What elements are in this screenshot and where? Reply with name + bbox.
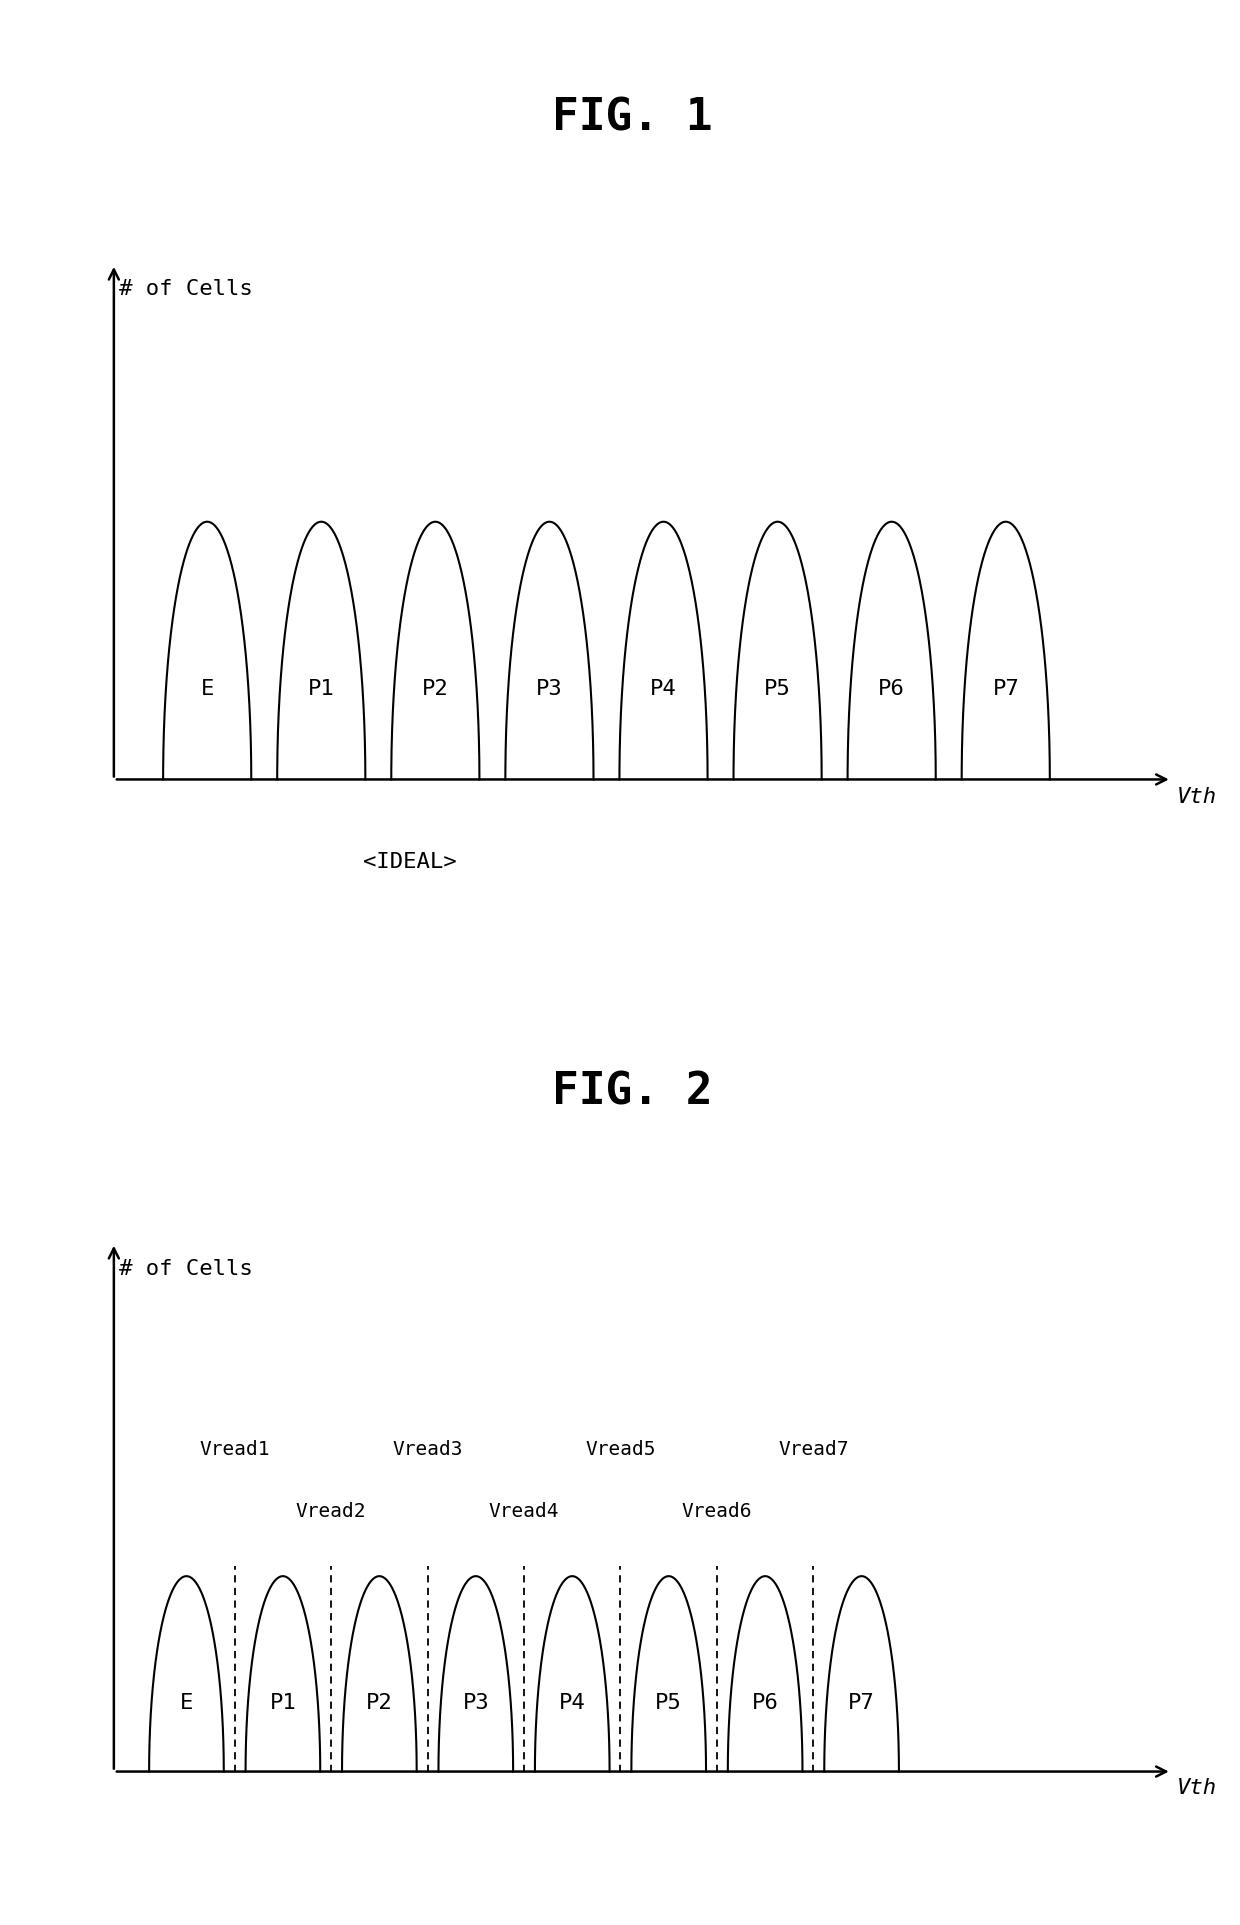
Text: Vread3: Vread3 (392, 1440, 463, 1459)
Text: P6: P6 (878, 680, 905, 699)
Text: FIG. 1: FIG. 1 (552, 96, 713, 139)
Text: E: E (180, 1694, 193, 1713)
Text: Vread7: Vread7 (779, 1440, 848, 1459)
Text: P7: P7 (848, 1694, 875, 1713)
Text: P7: P7 (992, 680, 1019, 699)
Text: Vth: Vth (1177, 787, 1216, 807)
Text: P5: P5 (764, 680, 791, 699)
Text: FIG. 2: FIG. 2 (552, 1070, 713, 1113)
Text: P4: P4 (650, 680, 677, 699)
Text: P3: P3 (536, 680, 563, 699)
Text: P5: P5 (655, 1694, 682, 1713)
Text: Vread2: Vread2 (296, 1502, 366, 1521)
Text: # of Cells: # of Cells (119, 1259, 253, 1278)
Text: P1: P1 (308, 680, 335, 699)
Text: P6: P6 (751, 1694, 779, 1713)
Text: <IDEAL>: <IDEAL> (362, 853, 456, 872)
Text: # of Cells: # of Cells (119, 279, 253, 300)
Text: Vread6: Vread6 (682, 1502, 753, 1521)
Text: Vread4: Vread4 (489, 1502, 559, 1521)
Text: P2: P2 (422, 680, 449, 699)
Text: P2: P2 (366, 1694, 393, 1713)
Text: P1: P1 (269, 1694, 296, 1713)
Text: P3: P3 (463, 1694, 489, 1713)
Text: P4: P4 (559, 1694, 585, 1713)
Text: E: E (201, 680, 213, 699)
Text: Vth: Vth (1177, 1777, 1216, 1798)
Text: Vread5: Vread5 (585, 1440, 656, 1459)
Text: Vread1: Vread1 (200, 1440, 270, 1459)
